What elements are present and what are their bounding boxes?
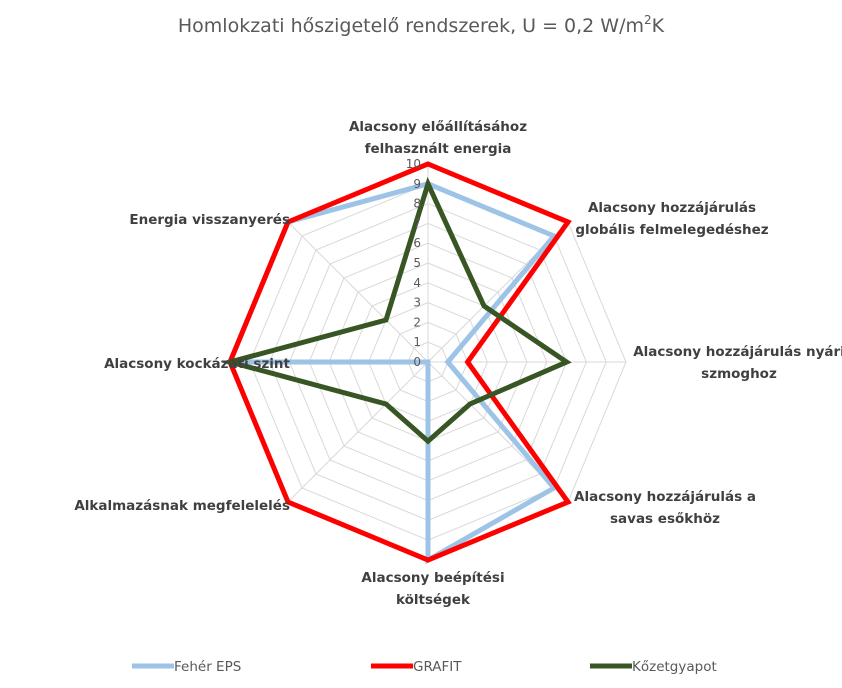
series-line: [227, 161, 572, 563]
tick-label: 1: [413, 335, 421, 349]
category-label-line: Energia visszanyerés: [129, 212, 290, 228]
category-label: Alacsony hozzájárulás nyári szmoghoz: [633, 344, 842, 382]
category-label-line: Alacsony előállításához: [349, 119, 527, 135]
category-labels: Alacsony előállításához felhasznált energ…: [74, 119, 842, 608]
category-label: Alacsony kockázati szint: [104, 356, 290, 372]
grid-spoke: [287, 221, 429, 363]
tick-label: 7: [413, 216, 421, 230]
tick-label: 0: [413, 355, 421, 369]
category-label-line: Alacsony beépítési: [361, 570, 504, 586]
tick-label: 4: [413, 276, 421, 290]
series-layer: [220, 161, 572, 565]
chart-title-end: K: [652, 15, 665, 37]
category-label-line: savas esőkhöz: [610, 511, 720, 527]
radial-tick-labels: 0 1 2 3 4 5 6 7 8 9 10: [406, 157, 421, 369]
chart-title: Homlokzati hőszigetelő rendszerek, U = 0…: [178, 13, 665, 37]
category-label: Alacsony hozzájárulás globális felmeleged…: [575, 200, 768, 238]
tick-label: 6: [413, 236, 421, 250]
tick-label: 10: [406, 157, 421, 171]
legend: Fehér EPS GRAFIT Kőzetgyapot: [132, 659, 717, 675]
tick-label: 3: [413, 296, 421, 310]
category-label-line: Alacsony hozzájárulás nyári: [633, 344, 842, 360]
category-label: Alkalmazásnak megfelelelés: [74, 498, 290, 514]
category-label-line: Alkalmazásnak megfelelelés: [74, 498, 290, 514]
category-label-line: költségek: [396, 592, 471, 608]
tick-label: 2: [413, 315, 421, 329]
category-label-line: felhasznált energia: [365, 141, 512, 157]
chart-title-main: Homlokzati hőszigetelő rendszerek, U = 0…: [178, 15, 644, 37]
tick-label: 8: [413, 197, 421, 211]
category-label-line: szmoghoz: [701, 366, 777, 382]
category-label: Alacsony előállításához felhasznált energ…: [349, 119, 527, 157]
series-line: [220, 176, 572, 445]
tick-label: 9: [413, 177, 421, 191]
legend-label: Fehér EPS: [174, 659, 241, 675]
category-label: Energia visszanyerés: [129, 212, 290, 228]
legend-label: Kőzetgyapot: [632, 659, 717, 675]
category-label-line: globális felmelegedéshez: [575, 222, 768, 238]
tick-label: 5: [413, 256, 421, 270]
legend-label: GRAFIT: [413, 659, 462, 675]
category-label-line: Alacsony hozzájárulás: [588, 200, 756, 216]
category-label-line: Alacsony hozzájárulás a: [574, 489, 756, 505]
category-label: Alacsony beépítési költségek: [361, 570, 504, 608]
category-label-line: Alacsony kockázati szint: [104, 356, 290, 372]
chart-title-superscript: 2: [644, 13, 652, 27]
grid-spoke: [287, 361, 429, 503]
category-label: Alacsony hozzájárulás a savas esőkhöz: [574, 489, 756, 527]
